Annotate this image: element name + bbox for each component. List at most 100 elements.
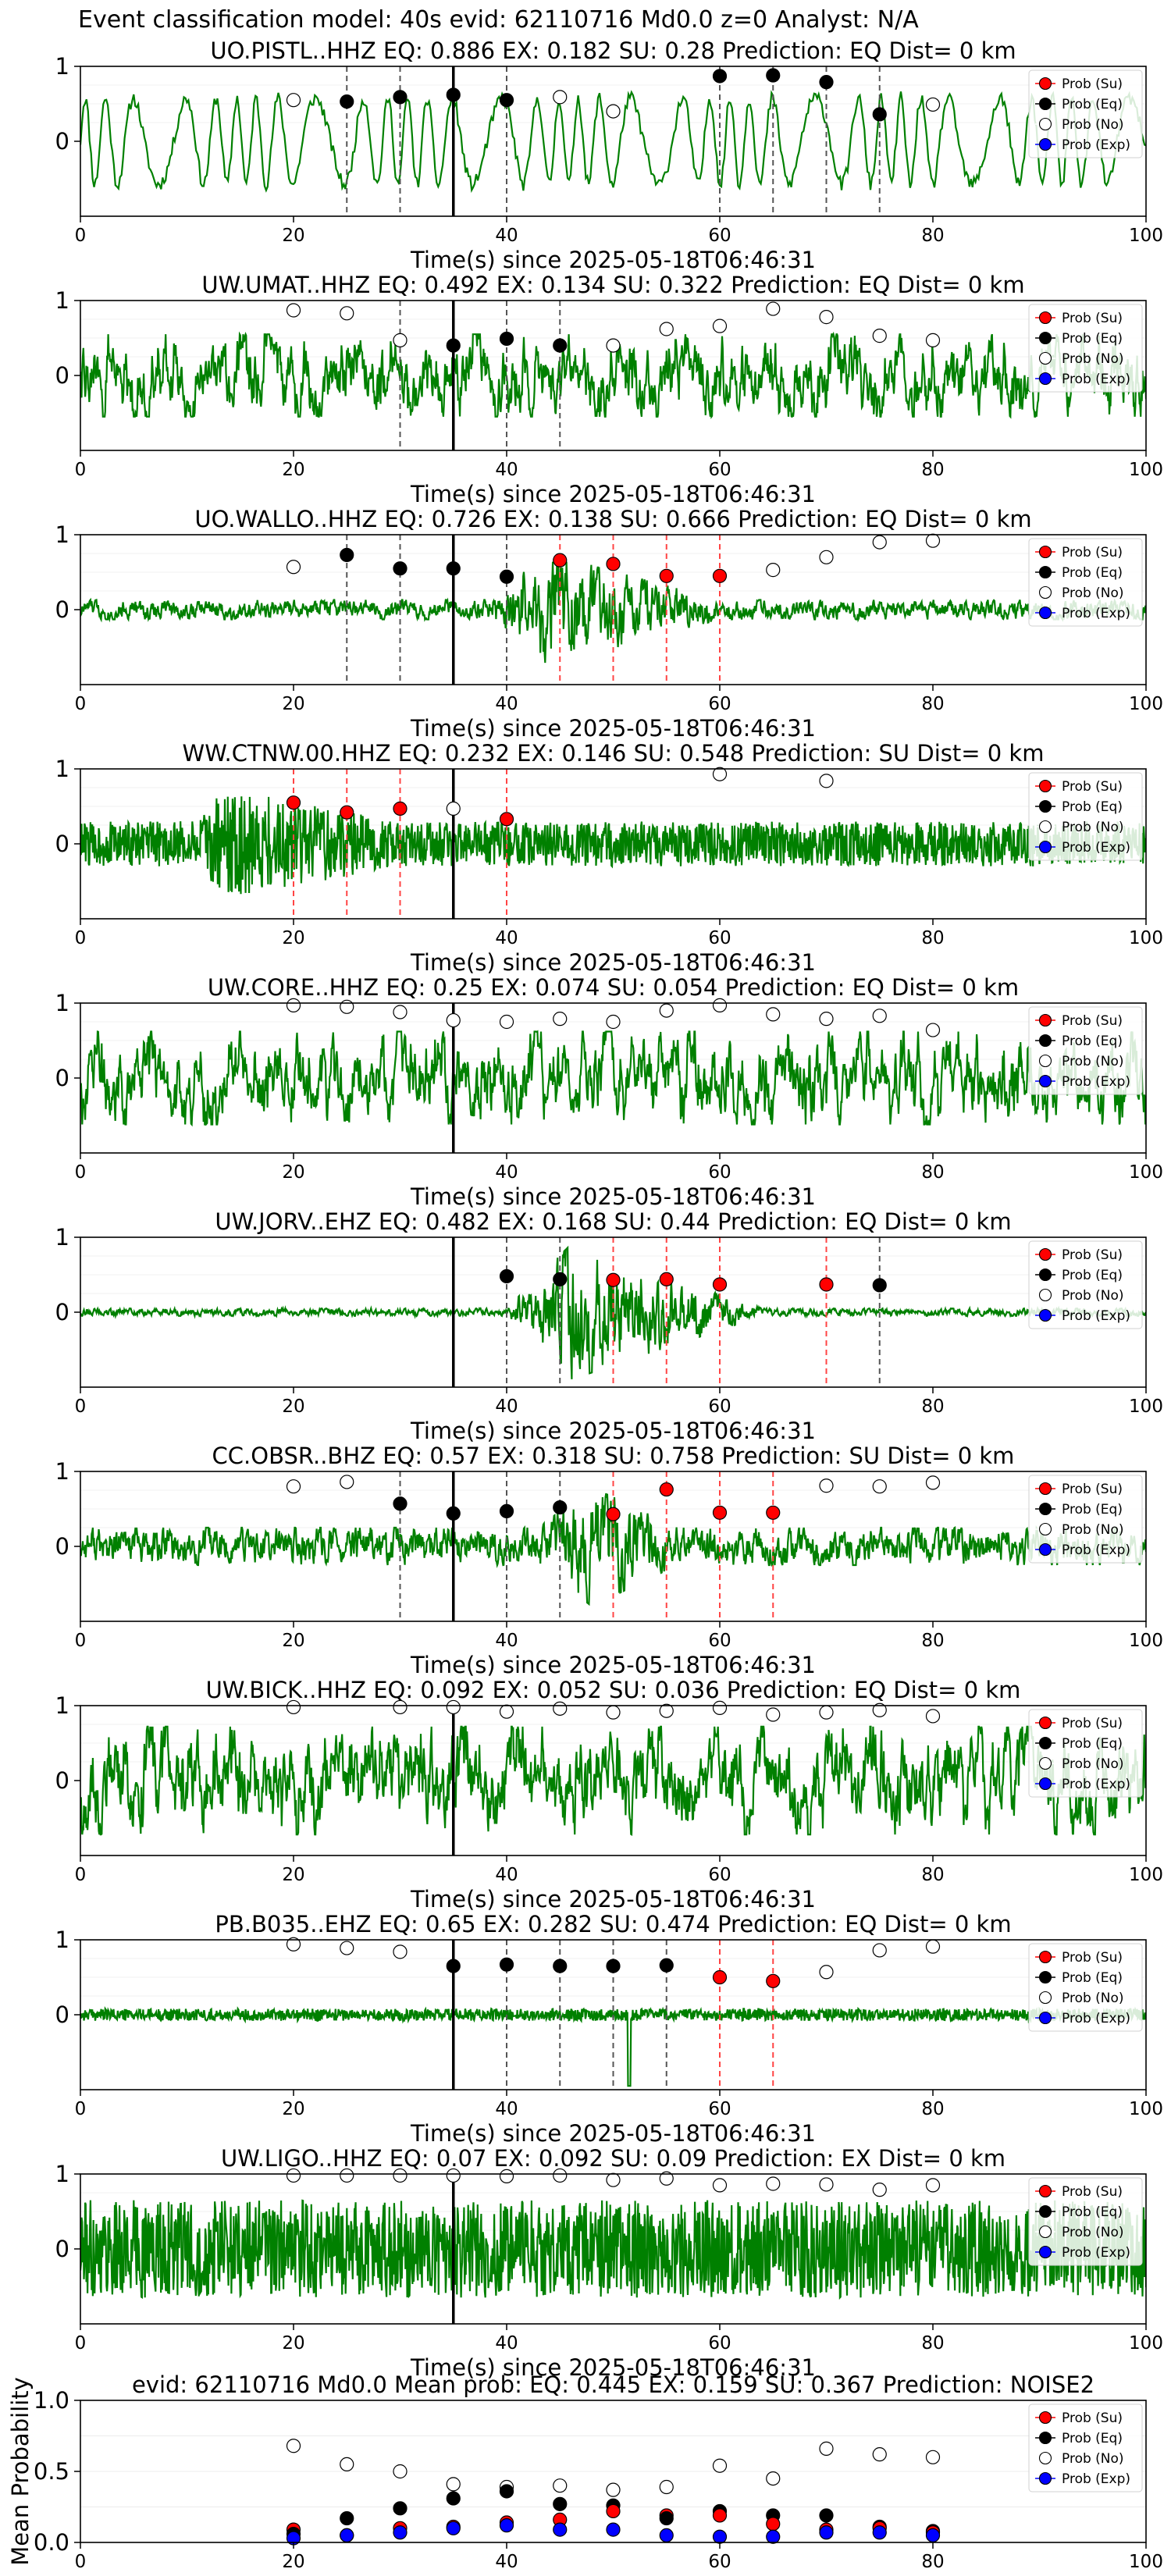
- legend: Prob (Su) Prob (Eq) Prob (No) Prob (Exp): [1028, 1709, 1143, 1798]
- legend: Prob (Su) Prob (Eq) Prob (No) Prob (Exp): [1028, 538, 1143, 627]
- prob-marker-exp: [340, 2528, 354, 2542]
- y-tick-label: 1: [55, 1692, 69, 1719]
- x-tick-label: 20: [282, 226, 304, 246]
- prob-marker-su: [393, 801, 408, 816]
- legend-label: Prob (Su): [1062, 1950, 1123, 1966]
- y-tick-label: 1: [55, 990, 69, 1016]
- legend-label: Prob (Eq): [1062, 799, 1123, 815]
- y-tick-label: 0: [55, 831, 69, 857]
- legend-marker-exp: [1038, 840, 1052, 854]
- prob-marker-no: [393, 1944, 408, 1959]
- y-tick-label: 0: [55, 2236, 69, 2262]
- legend-label: Prob (Su): [1062, 779, 1123, 795]
- y-tick-label: 1: [55, 1224, 69, 1251]
- prob-marker-no: [872, 535, 887, 550]
- legend-marker-exp: [1038, 2011, 1052, 2025]
- prob-marker-no: [659, 2479, 674, 2495]
- x-tick-label: 40: [495, 460, 518, 480]
- x-tick-label: 20: [282, 1631, 304, 1651]
- waveform-trace: [80, 556, 1146, 664]
- legend-box: [1028, 1709, 1143, 1798]
- x-axis-label: Time(s) since 2025-05-18T06:46:31: [410, 247, 816, 273]
- legend-label: Prob (Exp): [1062, 2011, 1130, 2026]
- x-axis-label: Time(s) since 2025-05-18T06:46:31: [410, 1886, 816, 1912]
- prob-marker-su: [766, 1973, 781, 1988]
- legend-label: Prob (Eq): [1062, 565, 1123, 581]
- legend-box: [1028, 2177, 1143, 2266]
- y-tick-label: 1: [55, 2161, 69, 2187]
- legend-label: Prob (Eq): [1062, 1970, 1123, 1986]
- prob-marker-no: [712, 1700, 728, 1715]
- prob-marker-exp: [553, 2522, 568, 2537]
- subplot-3: WW.CTNW.00.HHZ EQ: 0.232 EX: 0.146 SU: 0…: [55, 740, 1163, 976]
- subplot-1: UW.UMAT..HHZ EQ: 0.492 EX: 0.134 SU: 0.3…: [55, 272, 1163, 507]
- prob-marker-eq: [606, 1959, 621, 1973]
- legend-marker-eq: [1038, 1034, 1052, 1048]
- x-tick-label: 100: [1129, 1162, 1163, 1183]
- figure-title: Event classification model: 40s evid: 62…: [78, 6, 919, 34]
- x-tick-label: 0: [75, 1631, 87, 1651]
- prob-marker-no: [553, 1012, 568, 1026]
- legend-label: Prob (Exp): [1062, 840, 1130, 856]
- x-tick-label: 20: [282, 2333, 304, 2354]
- prob-marker-no: [766, 301, 781, 316]
- legend-marker-eq: [1038, 1502, 1052, 1516]
- legend-marker-su: [1038, 545, 1052, 559]
- legend: Prob (Su) Prob (Eq) Prob (No) Prob (Exp): [1028, 1240, 1143, 1329]
- prob-marker-eq: [553, 338, 568, 353]
- subplot-title: evid: 62110716 Md0.0 Mean prob: EQ: 0.44…: [132, 2371, 1094, 2398]
- prob-marker-no: [446, 1699, 461, 1715]
- legend-marker-exp: [1038, 1777, 1052, 1791]
- prob-marker-eq: [499, 569, 514, 584]
- prob-marker-no: [606, 338, 621, 353]
- legend-marker-exp: [1038, 606, 1052, 620]
- prob-marker-no: [872, 1943, 887, 1958]
- prob-marker-eq: [499, 1957, 514, 1972]
- x-tick-label: 20: [282, 1397, 304, 1417]
- legend-label: Prob (Eq): [1062, 1034, 1123, 1049]
- subplot-title: UO.PISTL..HHZ EQ: 0.886 EX: 0.182 SU: 0.…: [210, 37, 1016, 64]
- prob-marker-eq: [553, 1500, 568, 1515]
- prob-marker-no: [766, 1007, 781, 1022]
- subplot-10: evid: 62110716 Md0.0 Mean prob: EQ: 0.44…: [7, 2371, 1163, 2572]
- x-tick-label: 60: [708, 226, 731, 246]
- legend-label: Prob (Eq): [1062, 97, 1123, 112]
- y-tick-label: 1: [55, 756, 69, 782]
- prob-marker-no: [446, 801, 461, 816]
- prob-marker-no: [553, 2168, 568, 2183]
- legend-marker-no: [1038, 2225, 1052, 2239]
- x-tick-label: 20: [282, 928, 304, 948]
- legend-marker-su: [1038, 1247, 1052, 1261]
- x-tick-label: 40: [495, 1397, 518, 1417]
- legend-box: [1028, 1006, 1143, 1095]
- x-tick-label: 60: [708, 694, 731, 714]
- y-tick-label: 0: [55, 362, 69, 389]
- x-tick-label: 0: [75, 1865, 87, 1885]
- legend-marker-no: [1038, 1522, 1052, 1536]
- y-tick-label: 0: [55, 1767, 69, 1794]
- subplot-4: UW.CORE..HHZ EQ: 0.25 EX: 0.074 SU: 0.05…: [55, 974, 1163, 1210]
- subplot-2: UO.WALLO..HHZ EQ: 0.726 EX: 0.138 SU: 0.…: [55, 506, 1163, 742]
- legend: Prob (Su) Prob (Eq) Prob (No) Prob (Exp): [1028, 69, 1143, 158]
- subplot-title: CC.OBSR..BHZ EQ: 0.57 EX: 0.318 SU: 0.75…: [212, 1443, 1015, 1469]
- prob-marker-exp: [499, 2518, 514, 2533]
- prob-marker-no: [766, 563, 781, 578]
- prob-marker-eq: [393, 561, 408, 576]
- x-tick-label: 80: [921, 2552, 944, 2572]
- legend-marker-eq: [1038, 331, 1052, 345]
- legend-label: Prob (Exp): [1062, 372, 1130, 387]
- legend-marker-no: [1038, 1756, 1052, 1770]
- legend-label: Prob (No): [1062, 1054, 1124, 1069]
- prob-marker-no: [286, 1699, 301, 1715]
- x-tick-label: 100: [1129, 694, 1163, 714]
- x-axis-label: Time(s) since 2025-05-18T06:46:31: [410, 2120, 816, 2147]
- legend-label: Prob (Su): [1062, 1247, 1123, 1263]
- prob-marker-no: [286, 2439, 301, 2453]
- prob-marker-exp: [712, 2529, 728, 2544]
- prob-marker-no: [659, 322, 674, 336]
- prob-marker-eq: [340, 2510, 354, 2526]
- legend-label: Prob (No): [1062, 585, 1124, 601]
- prob-marker-eq: [872, 1278, 887, 1293]
- legend-label: Prob (Su): [1062, 76, 1123, 92]
- prob-marker-no: [819, 2441, 834, 2456]
